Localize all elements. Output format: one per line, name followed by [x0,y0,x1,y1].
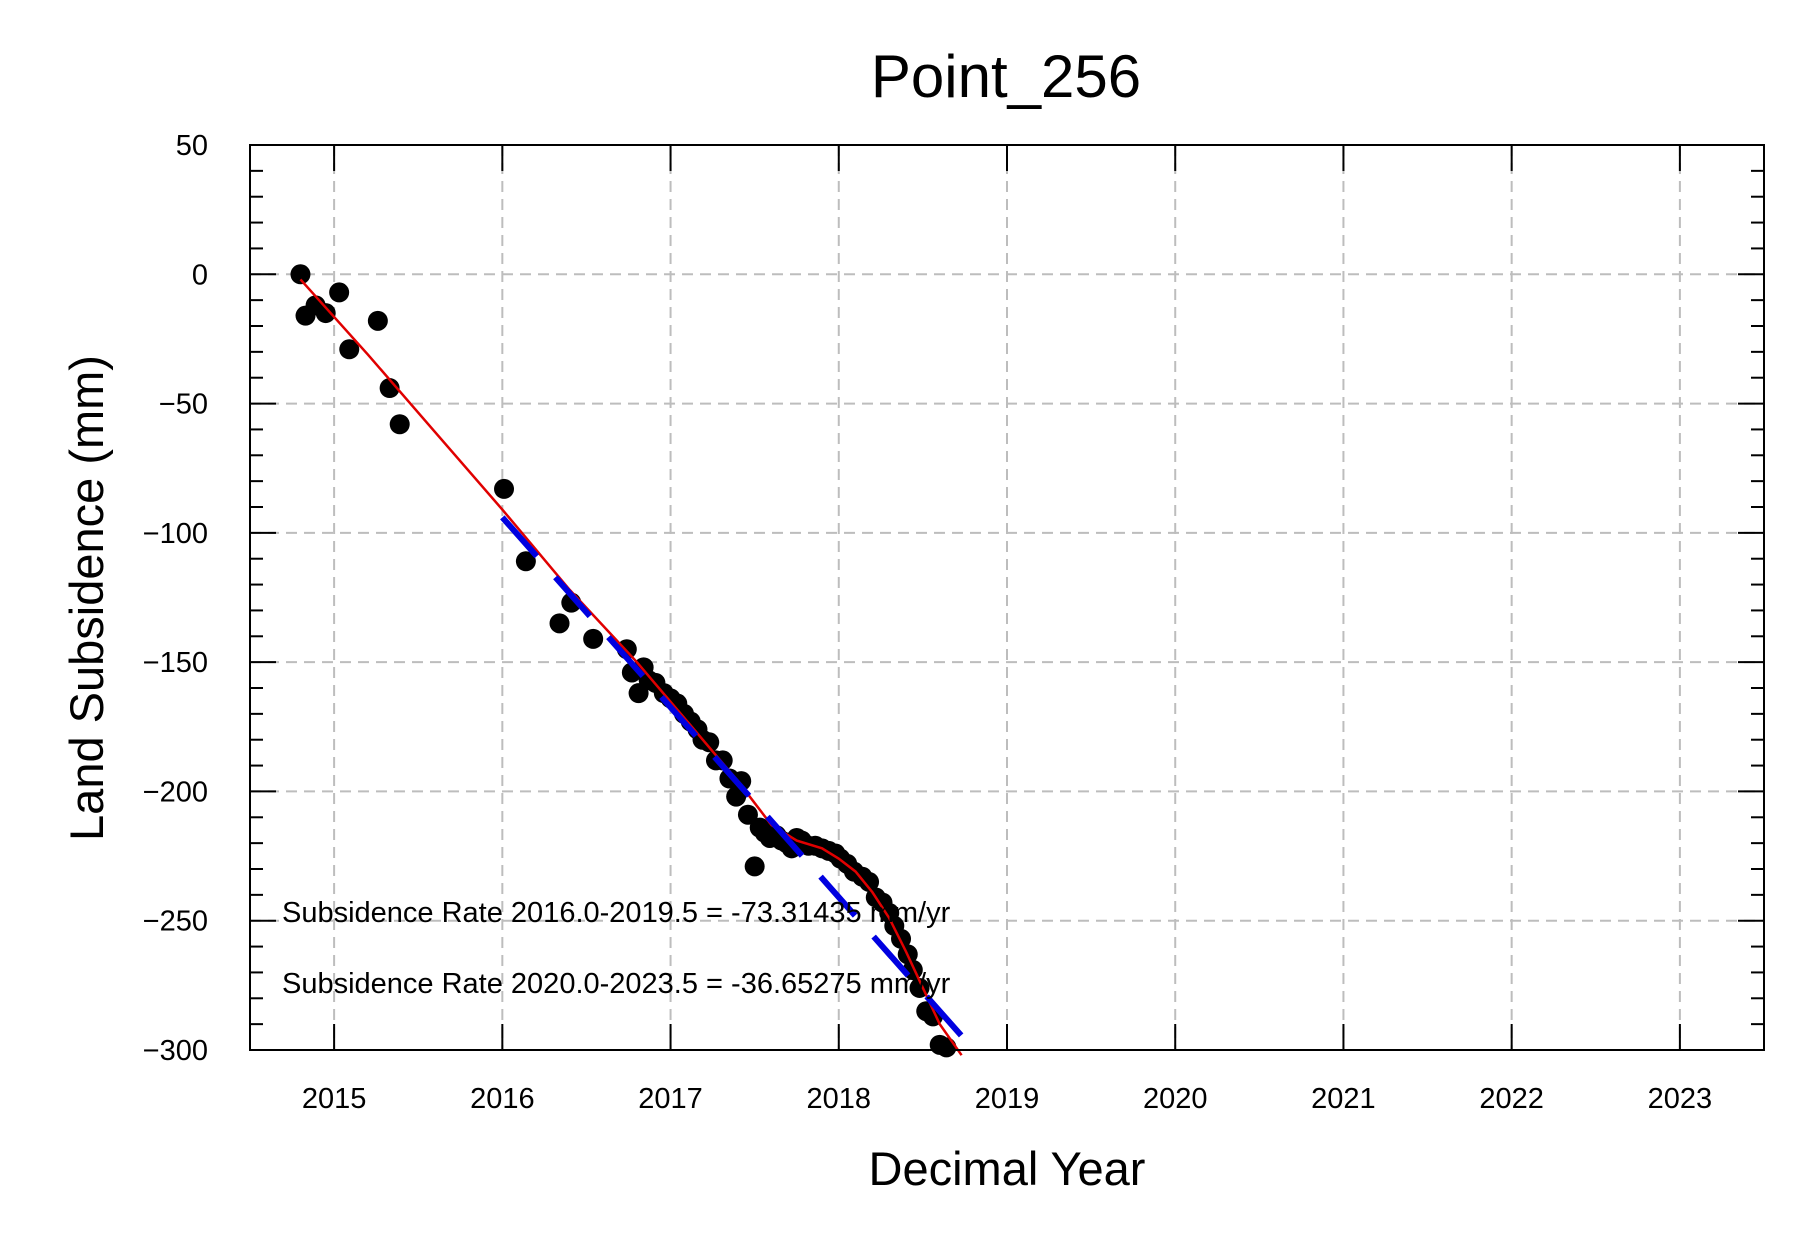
data-point [389,414,410,435]
data-point [379,378,400,399]
x-tick-label: 2021 [1311,1083,1376,1115]
x-tick-label: 2019 [975,1083,1040,1115]
data-point [936,1037,957,1058]
tick-layer: 2015 2016 2017 2018 2019 2020 2021 2022 2023 50 0 −… [143,130,1764,1115]
y-tick-label: −200 [143,776,208,808]
x-tick-label: 2020 [1143,1083,1208,1115]
grid-layer [250,145,1764,1050]
y-axis-title: Land Subsidence (mm) [60,355,113,841]
data-point [549,613,570,634]
subsidence-rate-annotation-2: Subsidence Rate 2020.0-2023.5 = -36.6527… [282,968,951,1000]
data-point [494,478,515,499]
data-point [726,786,747,807]
data-point [315,303,336,324]
y-tick-label: 0 [192,259,208,291]
data-point [737,804,758,825]
y-tick-label: −300 [143,1035,208,1067]
chart-title: Point_256 [871,43,1141,110]
x-tick-label: 2017 [638,1083,703,1115]
y-tick-label: −100 [143,518,208,550]
data-point [339,339,360,360]
y-tick-label: −250 [143,906,208,938]
data-point [515,551,536,572]
data-point [731,771,752,792]
x-tick-label: 2018 [807,1083,872,1115]
x-tick-label: 2022 [1479,1083,1544,1115]
data-layer [290,264,968,1058]
x-tick-label: 2016 [470,1083,535,1115]
data-point [859,871,880,892]
x-axis-title: Decimal Year [869,1142,1146,1195]
data-point [744,856,765,877]
trend-line [500,515,968,1042]
x-tick-label: 2023 [1648,1083,1713,1115]
data-point [329,282,350,303]
data-point [712,750,733,771]
data-point [583,628,604,649]
fit-line [299,278,963,1056]
y-tick-label: −50 [159,389,208,421]
x-tick-label: 2015 [302,1083,367,1115]
y-tick-label: 50 [176,130,208,162]
data-point [699,732,720,753]
data-point [367,310,388,331]
data-point [290,264,311,285]
subsidence-rate-annotation-1: Subsidence Rate 2016.0-2019.5 = -73.3143… [282,897,951,929]
y-tick-label: −150 [143,647,208,679]
